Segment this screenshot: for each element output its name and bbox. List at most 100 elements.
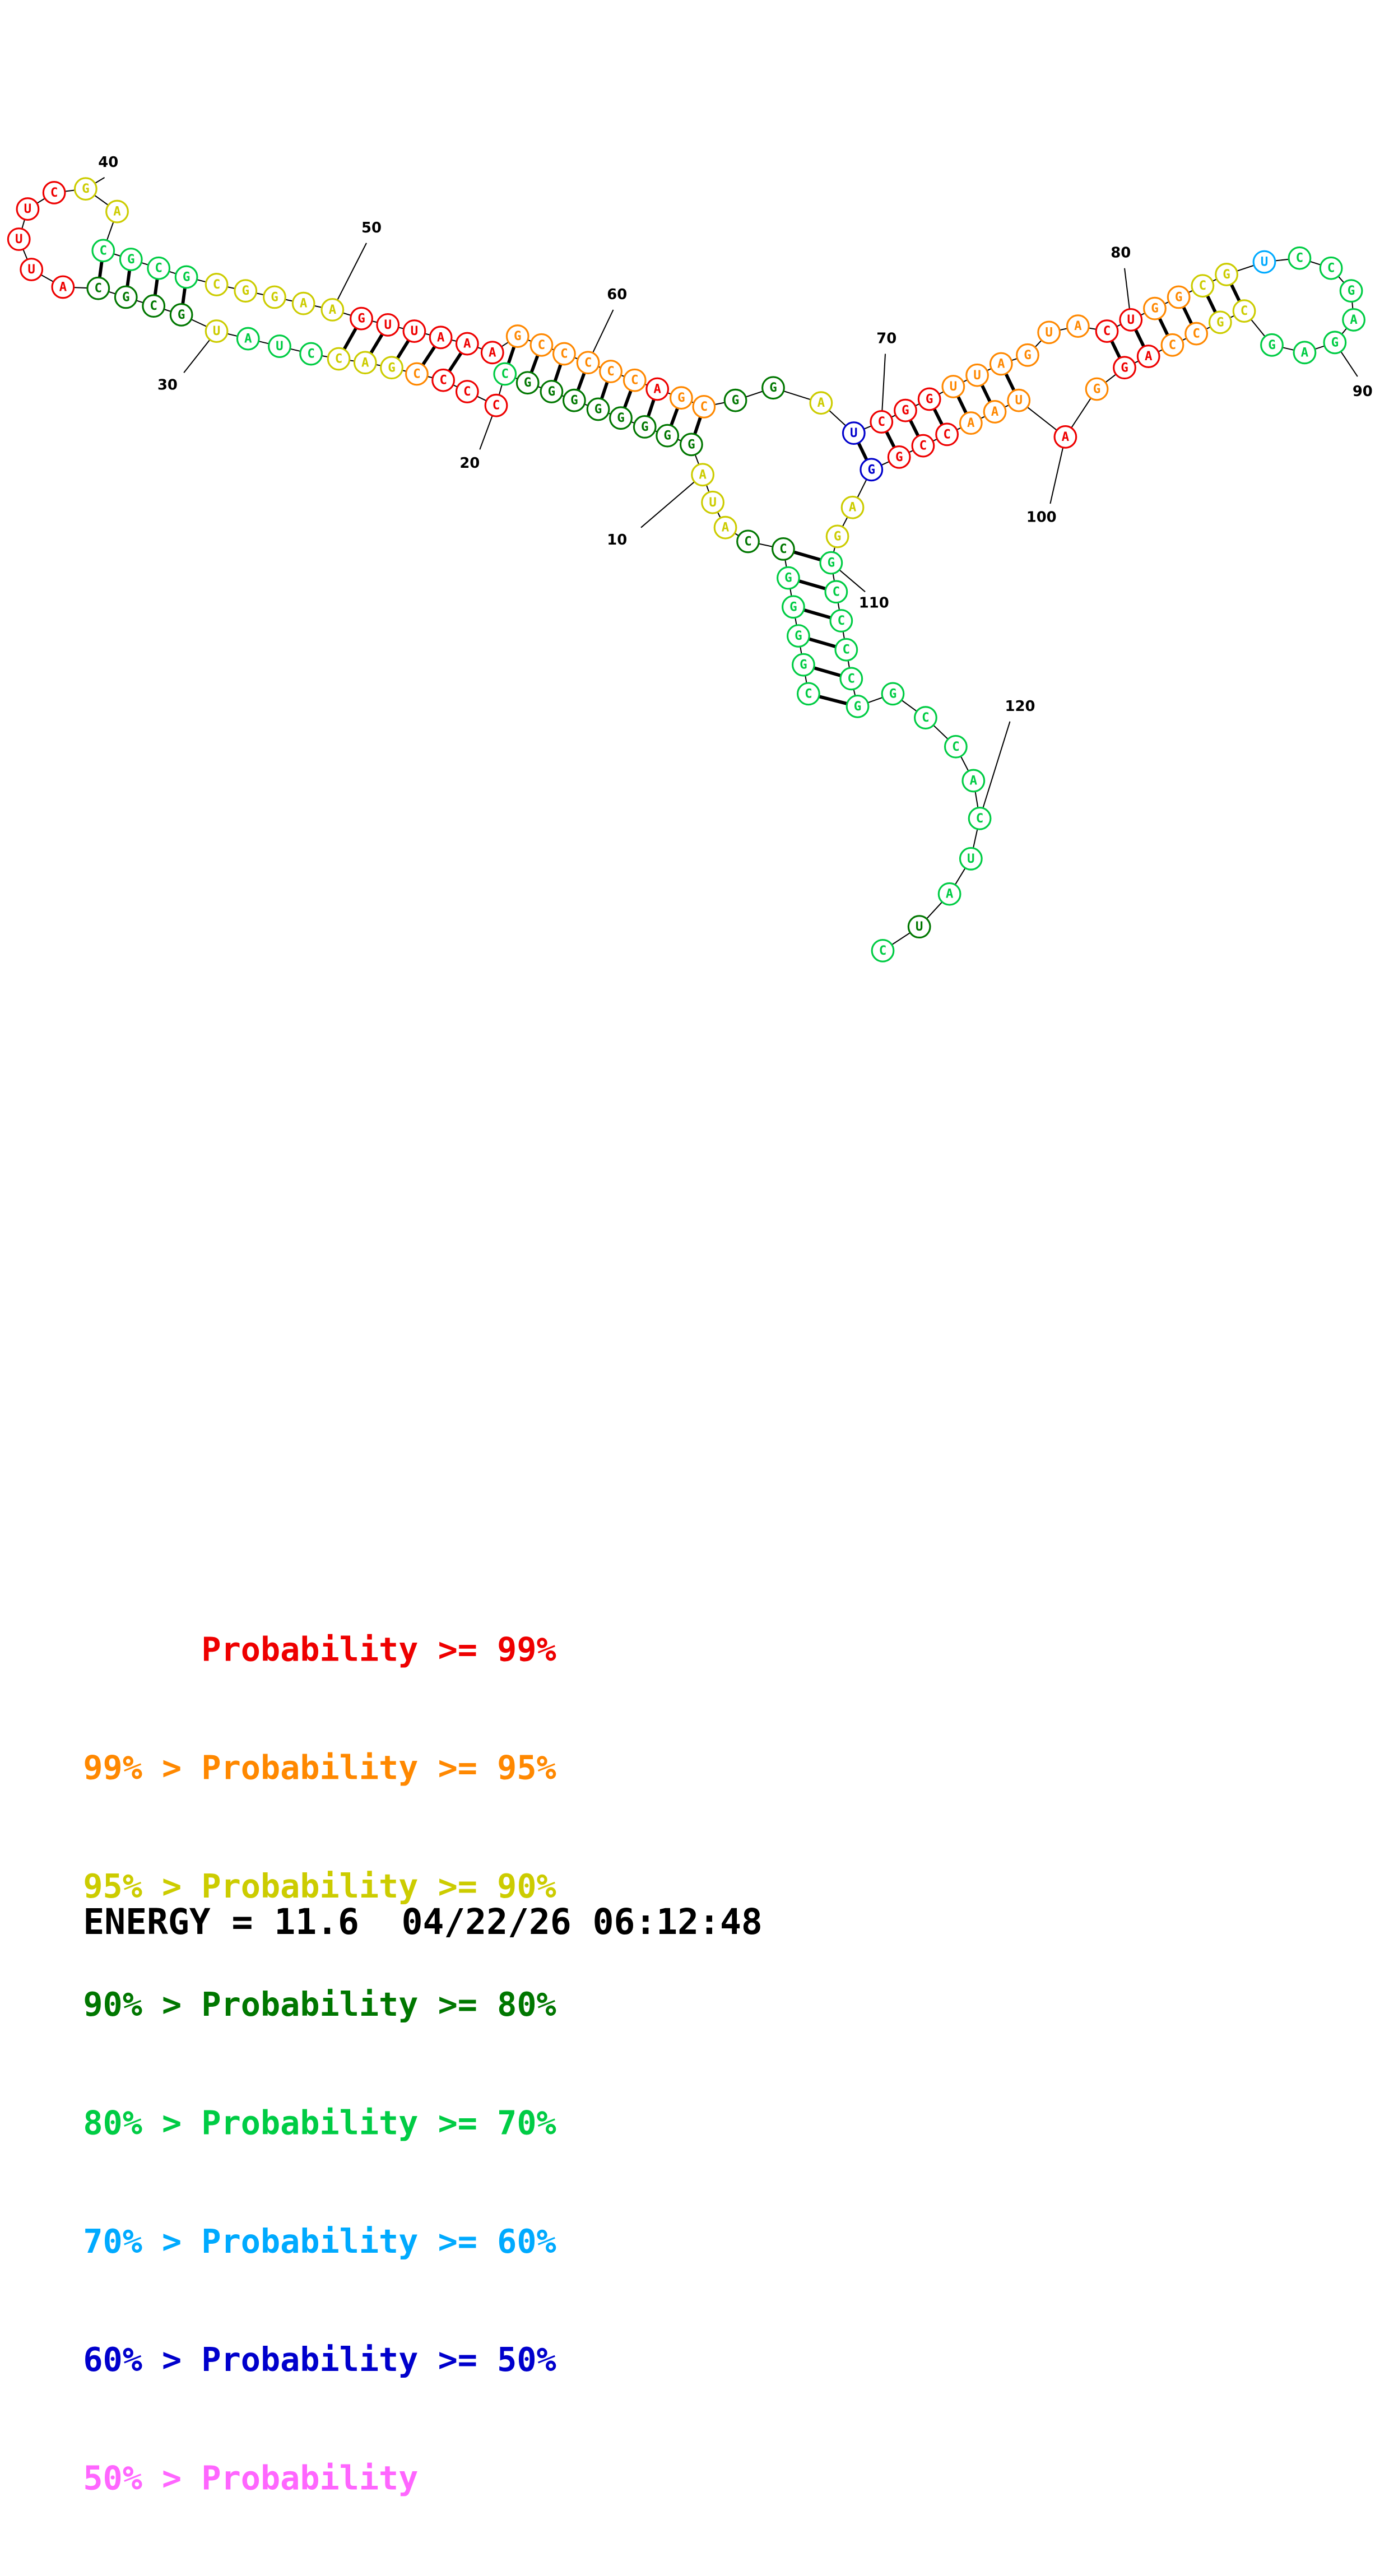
nucleotide-letter: U: [950, 379, 958, 394]
nucleotide-letter: G: [926, 392, 933, 406]
position-label: 100: [1026, 509, 1057, 526]
nucleotide-circle: [961, 769, 986, 793]
nucleotide-letter: G: [241, 283, 249, 298]
position-label: 10: [607, 532, 627, 548]
nucleotide-letter: A: [329, 303, 337, 317]
nucleotide-circle: [431, 368, 456, 392]
nucleotide-circle: [291, 291, 315, 315]
nucleotide-circle: [263, 285, 286, 309]
nucleotide-letter: A: [967, 416, 975, 430]
nucleotide-letter: G: [271, 290, 278, 304]
nucleotide-letter: G: [854, 699, 862, 714]
nucleotide-circle: [86, 276, 110, 300]
nucleotide-letter: C: [439, 373, 447, 388]
nucleotide-letter: U: [24, 202, 32, 216]
nucleotide-letter: C: [700, 399, 708, 414]
position-label: 80: [1111, 245, 1131, 262]
nucleotide-circle: [870, 410, 894, 434]
nucleotide-letter: C: [976, 811, 984, 826]
nucleotide-letter: U: [1127, 313, 1135, 327]
nucleotide-letter: G: [178, 308, 185, 322]
nucleotide-letter: C: [538, 338, 546, 352]
nucleotide-circle: [1252, 250, 1276, 274]
nucleotide-letter: A: [463, 337, 471, 351]
probability-legend: Probability >= 99% 99% > Probability >= …: [83, 1554, 556, 2576]
nucleotide-circle: [205, 319, 229, 343]
nucleotide-circle: [540, 380, 564, 403]
nucleotide-circle: [599, 360, 623, 383]
nucleotide-letter: G: [732, 393, 740, 408]
nucleotide-letter: G: [889, 686, 897, 701]
label-leader-line: [332, 243, 367, 310]
nucleotide-circle: [16, 197, 40, 221]
nucleotide-circle: [493, 362, 517, 386]
nucleotide-letter: A: [970, 773, 978, 788]
nucleotide-circle: [701, 490, 724, 514]
position-label: 60: [607, 286, 627, 303]
nucleotide-circle: [633, 415, 657, 439]
nucleotide-letter: C: [150, 299, 157, 313]
nucleotide-circle: [119, 248, 143, 271]
nucleotide-circle: [142, 294, 166, 318]
nucleotide-circle: [1215, 263, 1238, 286]
label-leader-line: [640, 474, 703, 528]
nucleotide-letter: G: [868, 462, 876, 477]
nucleotide-circle: [989, 352, 1013, 376]
nucleotide-circle: [787, 624, 810, 648]
nucleotide-circle: [327, 347, 351, 371]
nucleotide-letter: U: [1045, 325, 1053, 340]
nucleotide-circle: [1037, 320, 1061, 345]
nucleotide-letter: C: [1103, 324, 1111, 338]
nucleotide-circle: [609, 406, 633, 430]
nucleotide-letter: C: [493, 398, 500, 413]
nucleotide-circle: [645, 377, 670, 401]
nucleotide-letter: C: [413, 367, 421, 382]
nucleotide-circle: [1208, 310, 1232, 334]
nucleotide-letter: A: [113, 204, 121, 219]
legend-line-low: 50% > Probability: [83, 2460, 419, 2499]
nucleotide-letter: U: [411, 324, 419, 338]
nucleotide-letter: G: [570, 393, 578, 408]
nucleotide-circle: [907, 915, 931, 939]
nucleotide-circle: [679, 433, 703, 457]
nucleotide-letter: C: [335, 352, 343, 366]
nucleotide-circle: [968, 806, 992, 830]
nucleotide-letter: C: [501, 367, 509, 382]
legend-line-80: 90% > Probability >= 80%: [83, 1987, 556, 2025]
nucleotide-circle: [911, 434, 935, 458]
nucleotide-circle: [1184, 322, 1209, 346]
nucleotide-letter: G: [122, 290, 130, 304]
nucleotide-letter: C: [848, 671, 856, 686]
nucleotide-circle: [1339, 279, 1363, 303]
nucleotide-letter: C: [1241, 304, 1248, 318]
nucleotide-circle: [1167, 285, 1191, 309]
nucleotide-circle: [562, 388, 586, 412]
nucleotide-letter: C: [877, 415, 885, 429]
nucleotide-letter: C: [607, 364, 615, 379]
nucleotide-letter: A: [991, 404, 999, 419]
nucleotide-letter: C: [922, 710, 930, 725]
nucleotide-circle: [894, 398, 917, 422]
nucleotide-circle: [234, 279, 258, 303]
nucleotide-circle: [236, 327, 260, 351]
nucleotide-circle: [1053, 425, 1077, 449]
nucleotide-letter: G: [834, 529, 842, 543]
position-label: 30: [157, 377, 178, 394]
label-leader-line: [979, 721, 1011, 819]
nucleotide-circle: [586, 397, 610, 421]
nucleotide-letter: G: [1093, 382, 1101, 396]
nucleotide-letter: A: [849, 500, 857, 515]
nucleotide-letter: C: [631, 373, 639, 388]
nucleotide-letter: A: [1350, 313, 1358, 327]
nucleotide-letter: U: [850, 426, 858, 440]
nucleotide-letter: C: [943, 427, 951, 441]
nucleotide-circle: [299, 342, 323, 366]
nucleotide-letter: A: [653, 382, 661, 396]
nucleotide-circle: [777, 566, 800, 590]
nucleotide-letter: C: [779, 542, 787, 556]
nucleotide-letter: G: [1223, 267, 1230, 282]
nucleotide-circle: [824, 580, 848, 604]
nucleotide-circle: [20, 258, 44, 281]
